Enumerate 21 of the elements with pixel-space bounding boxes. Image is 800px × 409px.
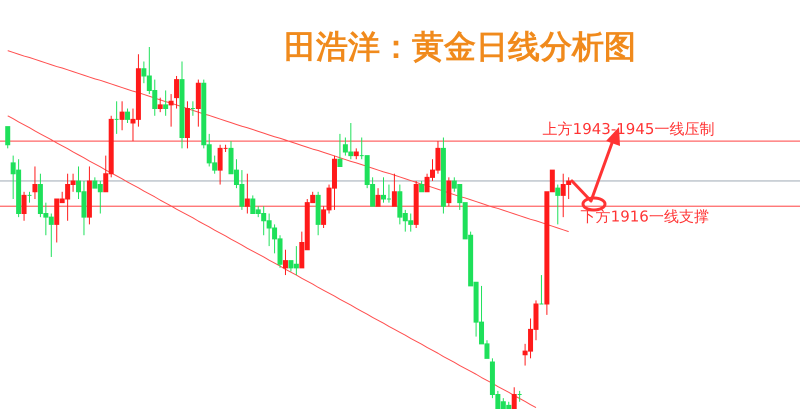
candlestick [376,188,381,207]
candlestick [5,126,10,149]
candlestick [354,148,359,160]
candlestick [163,90,168,116]
candlestick [555,184,560,225]
candlestick [168,94,174,128]
candlestick [512,386,517,409]
candlestick [22,191,27,222]
candlestick [120,100,125,131]
candlestick [419,180,424,192]
candlestick [244,173,250,214]
candlestick [32,166,38,200]
chart-title: 田浩洋：黄金日线分析图 [284,28,636,66]
candlestick [392,173,397,207]
candlestick [174,75,180,110]
candlestick [125,108,130,124]
candlestick [158,97,163,113]
ref-line-label: 上方1943-1945一线压制 [542,120,714,138]
candlestick [337,133,342,167]
candlestick [446,176,452,207]
candlestick [282,249,288,276]
